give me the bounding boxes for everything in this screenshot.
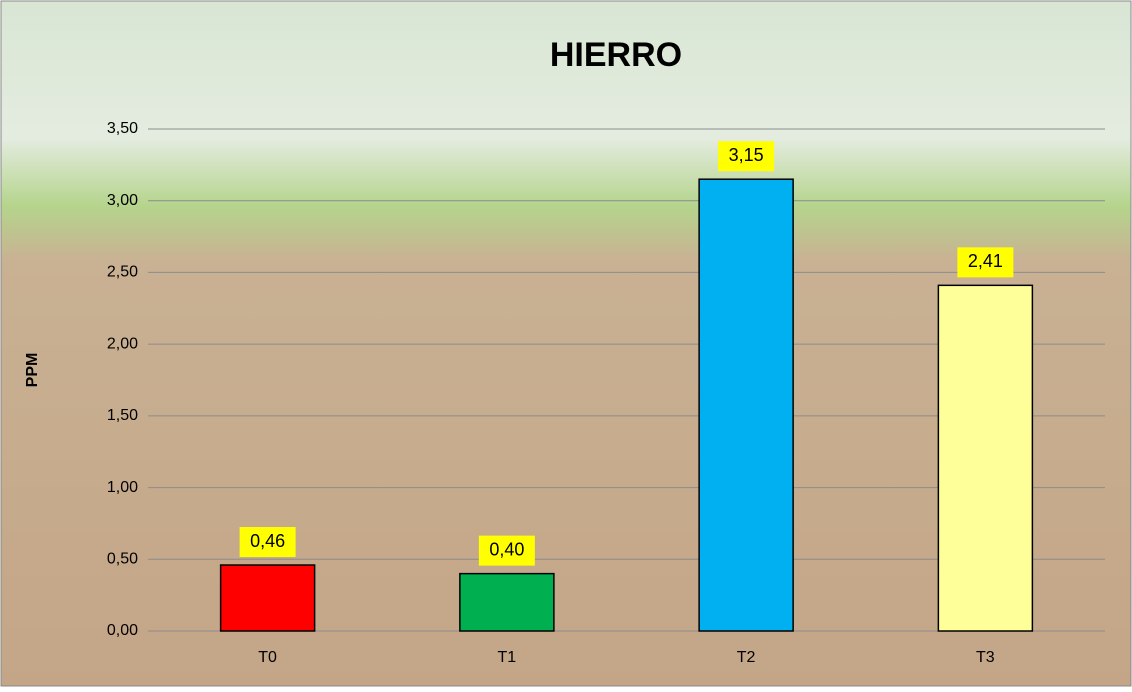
x-tick-label: T1	[498, 649, 517, 666]
bar	[698, 178, 794, 632]
bar	[459, 572, 555, 632]
value-label: 3,15	[729, 145, 764, 165]
y-tick-label: 1,00	[107, 479, 138, 496]
x-tick-label: T3	[976, 649, 995, 666]
value-label-background	[957, 247, 1014, 278]
y-tick-label: 2,00	[107, 335, 138, 352]
y-tick-label: 0,00	[107, 622, 138, 639]
value-label: 0,46	[250, 531, 285, 551]
y-axis-title: PPM	[24, 353, 41, 388]
value-label-background	[478, 535, 535, 566]
bar	[219, 564, 316, 632]
chart-title: HIERRO	[550, 36, 682, 74]
y-tick-label: 2,50	[107, 264, 138, 281]
y-tick-label: 0,50	[107, 551, 138, 568]
value-label: 2,41	[968, 251, 1003, 271]
y-tick-label: 3,00	[107, 192, 138, 209]
value-label-background	[239, 527, 296, 558]
bar	[937, 284, 1034, 632]
value-label-background	[718, 141, 775, 172]
y-tick-label: 3,50	[107, 120, 138, 137]
x-tick-label: T2	[737, 649, 756, 666]
x-tick-label: T0	[258, 649, 277, 666]
value-label: 0,40	[489, 539, 524, 559]
y-tick-label: 1,50	[107, 407, 138, 424]
